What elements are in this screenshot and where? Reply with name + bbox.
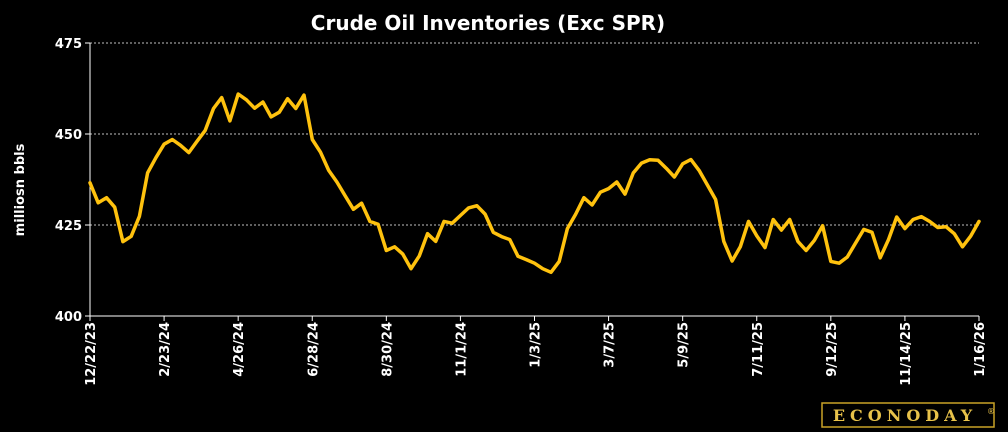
x-tick-label: 9/12/25 [825, 322, 840, 377]
x-tick-label: 6/28/24 [306, 322, 321, 377]
x-tick-label: 3/7/25 [603, 322, 618, 368]
x-tick-labels: 12/22/23 2/23/24 4/26/24 6/28/24 8/30/24 11/1… [84, 322, 988, 386]
x-tick-label: 4/26/24 [232, 322, 247, 377]
x-tick-label: 2/23/24 [158, 322, 173, 377]
y-tick-label: 400 [55, 310, 82, 325]
series-line [88, 92, 981, 275]
y-tick-labels: 400 425 450 475 [55, 37, 82, 325]
chart-title: Crude Oil Inventories (Exc SPR) [311, 11, 665, 35]
x-tick-label: 12/22/23 [84, 322, 99, 386]
logo-box [821, 402, 995, 428]
y-tick-label: 475 [55, 37, 82, 52]
x-tick-label: 1/16/26 [973, 322, 988, 377]
y-tick-label: 425 [55, 219, 82, 234]
x-tick-label: 8/30/24 [380, 322, 395, 377]
x-tick-label: 7/11/25 [751, 322, 766, 377]
y-axis-label: milliosn bbls [13, 143, 28, 236]
series-group [88, 92, 981, 275]
logo-registered-mark: ® [987, 407, 995, 416]
axes [89, 43, 980, 321]
x-tick-label: 11/14/25 [899, 322, 914, 386]
x-tick-label: 5/9/25 [677, 322, 692, 368]
x-tick-label: 1/3/25 [529, 322, 544, 368]
gridlines [85, 42, 979, 317]
logo-text: ECONODAY [833, 406, 977, 425]
y-tick-label: 450 [55, 128, 82, 143]
x-tick-label: 11/1/24 [454, 322, 469, 377]
econoday-logo: ECONODAY ® [821, 402, 995, 428]
